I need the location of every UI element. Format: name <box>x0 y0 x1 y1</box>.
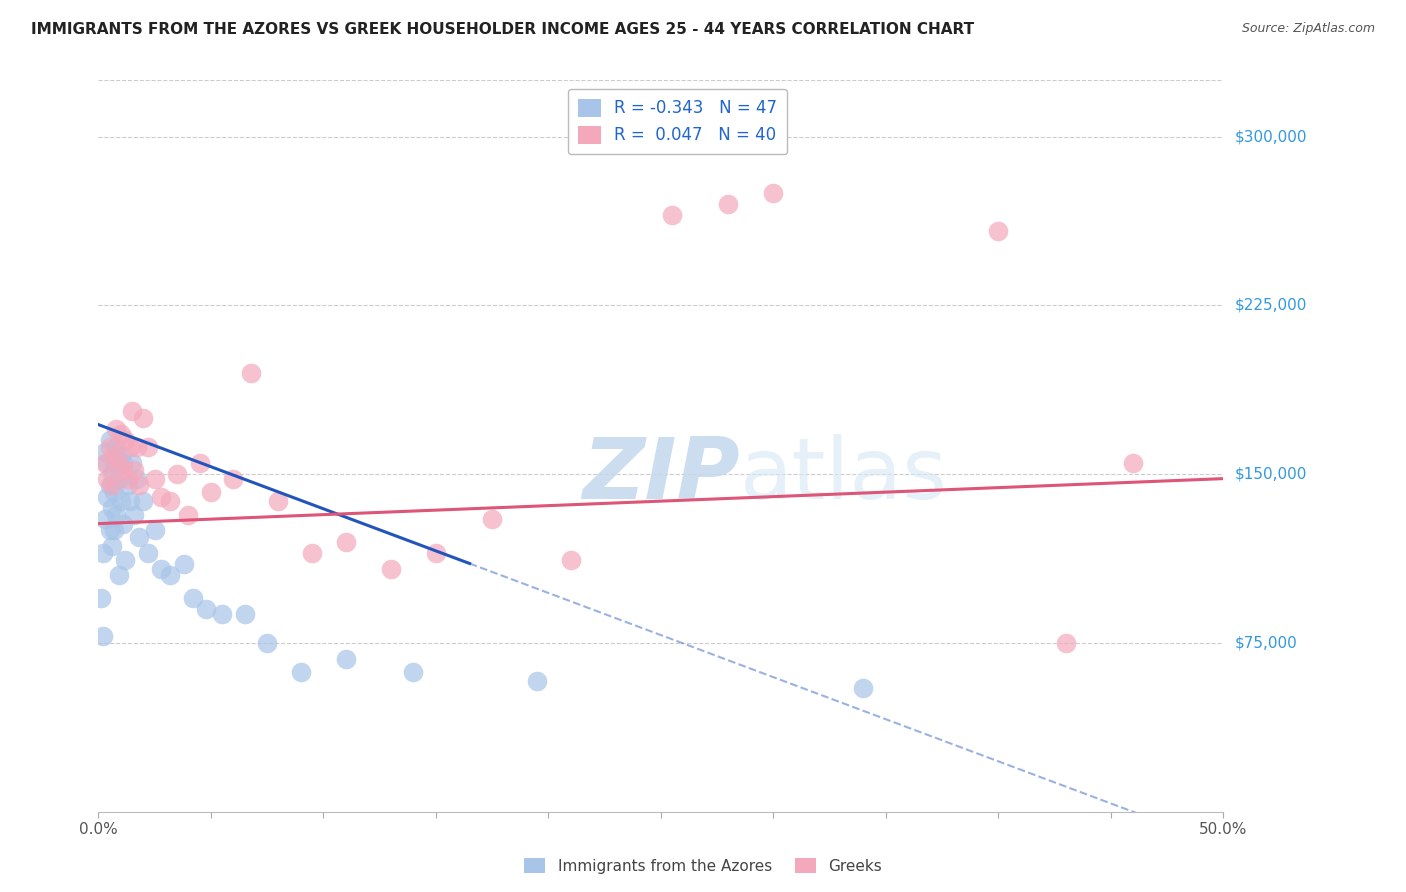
Point <box>150 562 173 576</box>
Point <box>124 462 146 476</box>
Text: IMMIGRANTS FROM THE AZORES VS GREEK HOUSEHOLDER INCOME AGES 25 - 44 YEARS CORREL: IMMIGRANTS FROM THE AZORES VS GREEK HOUS… <box>31 22 974 37</box>
Point <box>240 366 263 380</box>
Point <box>132 494 155 508</box>
Point <box>717 197 740 211</box>
Point <box>181 591 204 605</box>
Point <box>560 552 582 566</box>
Text: Source: ZipAtlas.com: Source: ZipAtlas.com <box>1241 22 1375 36</box>
Point <box>107 568 129 582</box>
Text: $225,000: $225,000 <box>1234 298 1306 313</box>
Point <box>200 485 222 500</box>
Point <box>301 546 323 560</box>
Point <box>159 494 181 508</box>
Point <box>98 524 121 538</box>
Point <box>125 440 148 454</box>
Point <box>1122 456 1144 470</box>
Point <box>166 467 188 482</box>
Point <box>105 440 128 454</box>
Point <box>103 524 125 538</box>
Point <box>94 512 117 526</box>
Point <box>125 472 148 486</box>
Point <box>233 607 256 621</box>
Point <box>112 456 135 470</box>
Point <box>177 508 200 522</box>
Point <box>98 434 121 448</box>
Point <box>335 651 357 665</box>
Point <box>256 636 278 650</box>
Point <box>96 456 118 470</box>
Point <box>661 208 683 222</box>
Point <box>136 546 159 560</box>
Legend: R = -0.343   N = 47, R =  0.047   N = 40: R = -0.343 N = 47, R = 0.047 N = 40 <box>568 88 787 154</box>
Point <box>526 674 548 689</box>
Text: ZIP: ZIP <box>582 434 740 516</box>
Text: $75,000: $75,000 <box>1234 635 1298 650</box>
Point <box>402 665 425 680</box>
Point <box>121 456 143 470</box>
Point <box>124 508 146 522</box>
Point <box>117 472 139 486</box>
Point <box>91 629 114 643</box>
Point <box>195 602 218 616</box>
Point <box>114 552 136 566</box>
Point <box>112 516 135 531</box>
Point <box>107 472 129 486</box>
Legend: Immigrants from the Azores, Greeks: Immigrants from the Azores, Greeks <box>517 852 889 880</box>
Point <box>103 449 125 463</box>
Point <box>90 591 112 605</box>
Point <box>110 426 132 441</box>
Point <box>128 530 150 544</box>
Point <box>110 449 132 463</box>
Point <box>762 186 785 200</box>
Point <box>94 456 117 470</box>
Point <box>101 500 124 515</box>
Point <box>110 494 132 508</box>
Point <box>481 512 503 526</box>
Point <box>852 681 875 695</box>
Point <box>112 462 135 476</box>
Point <box>173 557 195 571</box>
Point <box>107 456 129 470</box>
Text: $150,000: $150,000 <box>1234 467 1306 482</box>
Point <box>136 440 159 454</box>
Point <box>425 546 447 560</box>
Point <box>118 494 141 508</box>
Point <box>987 224 1010 238</box>
Text: atlas: atlas <box>740 434 948 516</box>
Point <box>188 456 211 470</box>
Point <box>121 404 143 418</box>
Point <box>335 534 357 549</box>
Point <box>117 478 139 492</box>
Point <box>96 472 118 486</box>
Point <box>118 440 141 454</box>
Point <box>114 434 136 448</box>
Point <box>103 456 125 470</box>
Point <box>132 410 155 425</box>
Point <box>103 485 125 500</box>
Point <box>94 444 117 458</box>
Point <box>143 472 166 486</box>
Point <box>267 494 290 508</box>
Point <box>150 490 173 504</box>
Point <box>380 562 402 576</box>
Point <box>211 607 233 621</box>
Point <box>290 665 312 680</box>
Point <box>143 524 166 538</box>
Point <box>101 467 124 482</box>
Point <box>98 478 121 492</box>
Point <box>105 508 128 522</box>
Point <box>105 422 128 436</box>
Point <box>222 472 245 486</box>
Text: $300,000: $300,000 <box>1234 129 1306 144</box>
Point <box>98 440 121 454</box>
Point <box>128 478 150 492</box>
Point <box>1054 636 1077 650</box>
Point <box>91 546 114 560</box>
Point <box>101 478 124 492</box>
Point <box>101 539 124 553</box>
Point <box>159 568 181 582</box>
Point <box>96 490 118 504</box>
